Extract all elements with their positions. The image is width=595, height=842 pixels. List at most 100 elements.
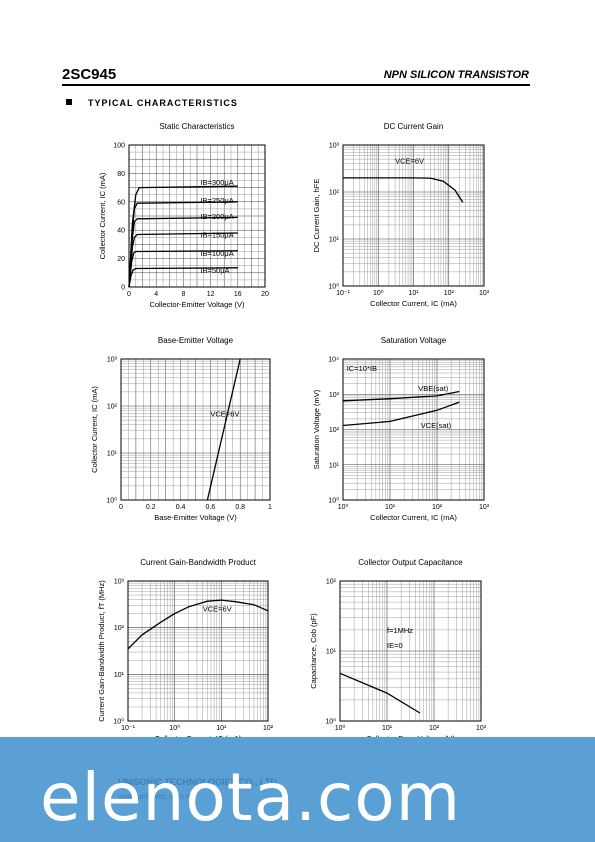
y-tick-label: 10² (329, 190, 340, 197)
y-tick-label: 100 (113, 143, 125, 150)
y-tick-label: 10¹ (326, 649, 337, 656)
x-tick-label: 0.8 (235, 504, 245, 511)
x-tick-label: 12 (207, 291, 215, 298)
section-title: TYPICAL CHARACTERISTICS (88, 98, 238, 108)
curve-label: VBE(sat) (418, 384, 449, 393)
y-tick-label: 20 (117, 256, 125, 263)
x-tick-label: 10³ (476, 725, 487, 732)
x-tick-label: 10² (263, 725, 274, 732)
x-tick-label: 10¹ (216, 725, 227, 732)
company-name: UNISONIC TECHNOLOGIES CO., LTD (118, 777, 277, 787)
x-tick-label: 10³ (479, 504, 490, 511)
series-line (343, 177, 464, 203)
plot-frame (342, 358, 485, 501)
y-axis-label: Capacitance, Cob (pF) (309, 613, 318, 689)
plot-frame (342, 144, 485, 287)
curve-label: IB=250μA (200, 196, 233, 205)
x-axis-label: Collector-Emitter Voltage (V) (149, 300, 245, 309)
x-tick-label: 4 (154, 291, 158, 298)
y-tick-label: 10² (329, 427, 340, 434)
curve-label: IC=10*IB (347, 364, 377, 373)
series-line (127, 599, 269, 650)
header-rule (62, 84, 530, 86)
square-bullet-icon (66, 99, 72, 105)
y-tick-label: 10¹ (329, 462, 340, 469)
plot-frame (120, 358, 271, 501)
y-tick-label: 10³ (114, 579, 125, 586)
x-tick-label: 8 (181, 291, 185, 298)
y-tick-label: 10⁴ (328, 357, 339, 364)
x-axis-label: Base-Emitter Voltage (V) (154, 513, 237, 522)
curve-label: IB=300μA (200, 178, 233, 187)
y-tick-label: 10² (326, 579, 337, 586)
x-tick-label: 20 (261, 291, 269, 298)
curve-label: IB=200μA (200, 212, 233, 221)
y-tick-label: 10⁰ (328, 497, 339, 505)
curve-label: VCE=6V (203, 605, 232, 614)
x-tick-label: 16 (234, 291, 242, 298)
y-tick-label: 0 (121, 285, 125, 292)
plot-frame (127, 580, 269, 722)
curve-label: f=1MHz (387, 626, 413, 635)
watermark-banner: UNISONIC TECHNOLOGIES CO., LTD www.uniso… (0, 737, 595, 842)
y-axis-label: Saturation Voltage (mV) (312, 389, 321, 469)
y-axis-label: Current Gain-Bandwidth Product, fT (MHz) (97, 580, 106, 722)
y-axis-label: DC Current Gain, hFE (312, 179, 321, 253)
part-number: 2SC945 (62, 66, 117, 83)
curve-label: VCE(sat) (421, 421, 452, 430)
document-type: NPN SILICON TRANSISTOR (383, 69, 529, 81)
x-tick-label: 10⁻¹ (336, 290, 350, 297)
y-tick-label: 10¹ (114, 672, 125, 679)
plot-frame (128, 144, 266, 288)
x-axis-label: Collector Current, IC (mA) (370, 299, 457, 308)
y-tick-label: 10³ (107, 357, 118, 364)
y-tick-label: 10³ (329, 392, 340, 399)
curve-label: VCE=6V (210, 409, 239, 418)
y-tick-label: 10⁰ (106, 497, 117, 505)
y-tick-label: 10¹ (329, 237, 340, 244)
chart-title: Static Characteristics (159, 122, 234, 131)
watermark-logo: elenota.com (40, 759, 462, 836)
x-tick-label: 0.6 (206, 504, 216, 511)
y-tick-label: 10¹ (107, 451, 118, 458)
y-tick-label: 10⁰ (328, 283, 339, 291)
x-tick-label: 0 (127, 291, 131, 298)
x-tick-label: 10⁰ (373, 289, 384, 297)
x-tick-label: 10¹ (382, 725, 393, 732)
y-tick-label: 60 (117, 199, 125, 206)
y-tick-label: 80 (117, 171, 125, 178)
y-tick-label: 10² (107, 404, 118, 411)
company-website: www.unisonic.com.tw (118, 792, 195, 801)
x-tick-label: 10⁻¹ (121, 725, 135, 732)
x-tick-label: 10¹ (408, 290, 419, 297)
curve-label: IB=100μA (200, 249, 233, 258)
y-tick-label: 10⁰ (325, 718, 336, 726)
x-tick-label: 10¹ (385, 504, 396, 511)
section-heading: TYPICAL CHARACTERISTICS (66, 98, 238, 108)
x-tick-label: 0 (119, 504, 123, 511)
x-tick-label: 1 (268, 504, 272, 511)
x-tick-label: 10² (444, 290, 455, 297)
y-tick-label: 10⁰ (113, 718, 124, 726)
x-axis-label: Collector Current, IC (mA) (370, 513, 457, 522)
y-tick-label: 10³ (329, 143, 340, 150)
series-line (128, 267, 238, 288)
curve-label: IB=50μA (200, 266, 229, 275)
curve-label: IE=0 (387, 641, 403, 650)
chart-title: Collector Output Capacitance (358, 558, 463, 567)
y-axis-label: Collector Current, IC (mA) (90, 386, 99, 473)
x-tick-label: 10² (432, 504, 443, 511)
x-tick-label: 10⁰ (169, 724, 180, 732)
curve-label: IB=150μA (200, 230, 233, 239)
x-tick-label: 10² (429, 725, 440, 732)
x-tick-label: 0.4 (176, 504, 186, 511)
series-line (342, 390, 460, 402)
chart-title: Base-Emitter Voltage (158, 336, 234, 345)
x-tick-label: 10³ (479, 290, 490, 297)
y-axis-label: Collector Current, IC (mA) (98, 172, 107, 259)
chart-title: Saturation Voltage (381, 336, 447, 345)
series-line (128, 250, 238, 288)
series-line (206, 358, 241, 501)
x-tick-label: 10⁰ (335, 724, 346, 732)
